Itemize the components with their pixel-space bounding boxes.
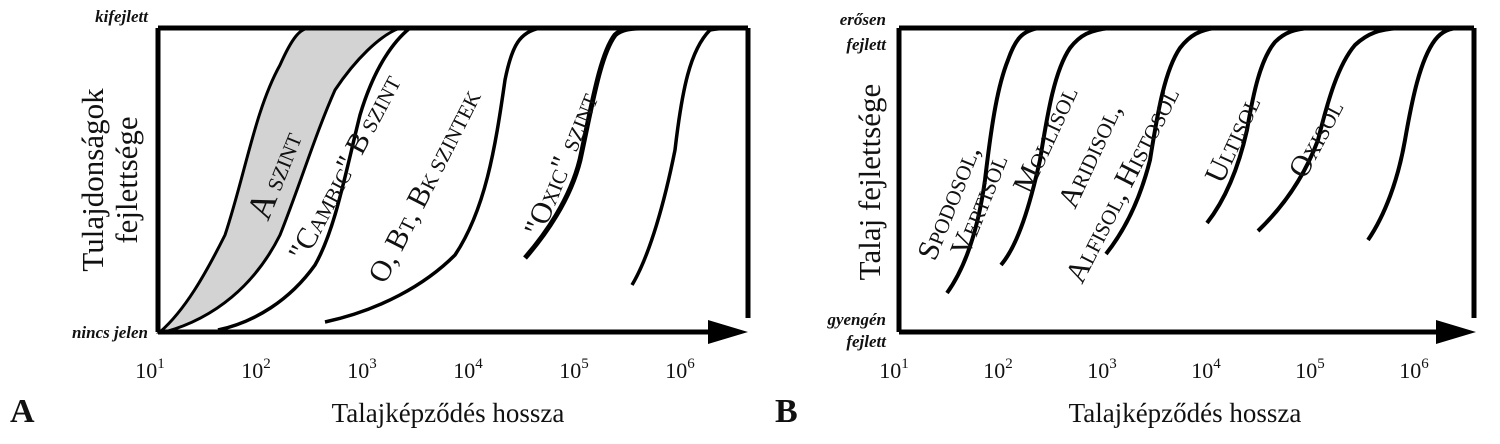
x-tick-label: 104 xyxy=(453,356,483,383)
x-tick-label: 103 xyxy=(1087,356,1117,383)
b-y-top-line2: fejlett xyxy=(846,35,887,54)
curve-oxic xyxy=(523,25,641,260)
b-xlabel: Talajképződés hossza xyxy=(1069,398,1302,428)
x-tick-label: 102 xyxy=(983,356,1013,383)
x-tick-label: 101 xyxy=(879,356,909,383)
label-ultisol: ULTISOL xyxy=(1198,91,1267,188)
curve-mollisol xyxy=(999,26,1111,267)
curve-extra xyxy=(630,26,741,286)
x-tick-label: 102 xyxy=(241,356,271,383)
x-tick-label: 105 xyxy=(1295,356,1325,383)
label-oxisol: OXISOL xyxy=(1282,94,1350,183)
curve-aridisol xyxy=(1104,26,1216,256)
curve-bt xyxy=(324,26,541,324)
label-oxic: "OXIC" SZINT xyxy=(518,88,605,241)
a-y-top-label: kifejlett xyxy=(95,7,149,26)
a-x-ticks: 101 102 103 104 105 106 xyxy=(135,356,695,383)
b-ylabel: Talaj fejlettsége xyxy=(852,84,887,281)
a-ylabel-line1: Tulajdonságok xyxy=(75,88,110,272)
x-tick-label: 101 xyxy=(135,356,165,383)
curve-b-extra xyxy=(1366,26,1461,242)
x-tick-label: 104 xyxy=(1191,356,1221,383)
a-x-axis-arrow xyxy=(708,320,748,344)
a-xlabel: Talajképződés hossza xyxy=(332,398,565,428)
x-tick-label: 105 xyxy=(559,356,589,383)
curve-ultisol xyxy=(1205,26,1311,225)
x-tick-label: 103 xyxy=(347,356,377,383)
curve-oxisol xyxy=(1256,26,1401,233)
b-x-ticks: 101 102 103 104 105 106 xyxy=(879,356,1429,383)
a-y-bottom-label: nincs jelen xyxy=(72,323,148,342)
curve-spodosol xyxy=(945,26,1041,295)
b-y-bottom-line1: gyengén xyxy=(826,310,886,329)
a-ylabel-line2: fejlettsége xyxy=(109,116,144,243)
b-x-axis-arrow xyxy=(1436,320,1476,344)
panel-b: SPODOSOL, VERTISOL MOLLISOL ARIDISOL, AL… xyxy=(775,10,1477,430)
curve-cambic xyxy=(217,26,412,332)
x-tick-label: 106 xyxy=(665,356,695,383)
b-y-bottom-line2: fejlett xyxy=(846,332,887,351)
b-panel-letter: B xyxy=(775,393,798,430)
x-tick-label: 106 xyxy=(1399,356,1429,383)
panel-a: ASZINT "CAMBIC" B SZINT O, BT, BK SZINTE… xyxy=(10,7,751,430)
a-panel-letter: A xyxy=(10,393,35,430)
b-y-top-line1: erősen xyxy=(840,10,886,29)
